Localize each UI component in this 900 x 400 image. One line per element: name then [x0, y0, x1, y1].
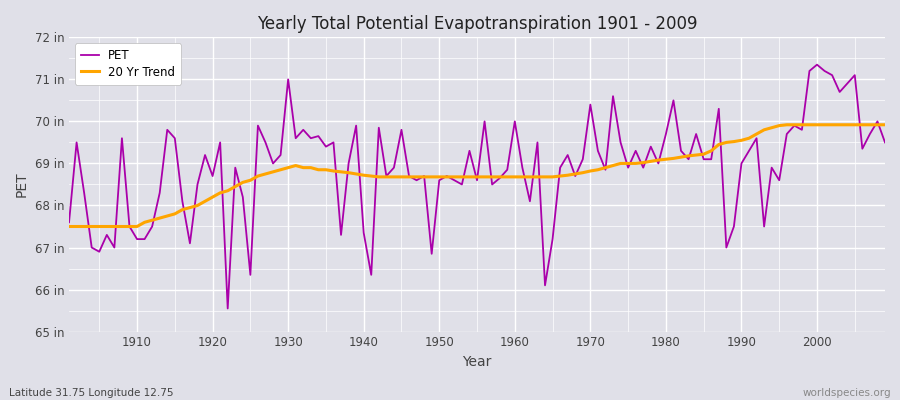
- PET: [343, 161, 354, 166]
- PET: [517, 165, 527, 170]
- 20 Yr Trend: [600, 165, 611, 170]
- 20 Yr Trend: [64, 224, 75, 229]
- Line: PET: PET: [69, 65, 885, 308]
- PET: [124, 224, 135, 229]
- Line: 20 Yr Trend: 20 Yr Trend: [69, 125, 885, 226]
- PET: [509, 119, 520, 124]
- PET: [879, 140, 890, 145]
- PET: [812, 62, 823, 67]
- Title: Yearly Total Potential Evapotranspiration 1901 - 2009: Yearly Total Potential Evapotranspiratio…: [256, 15, 698, 33]
- Y-axis label: PET: PET: [15, 172, 29, 197]
- PET: [64, 220, 75, 225]
- Legend: PET, 20 Yr Trend: PET, 20 Yr Trend: [75, 43, 181, 84]
- PET: [298, 128, 309, 132]
- 20 Yr Trend: [502, 174, 513, 179]
- 20 Yr Trend: [781, 122, 792, 127]
- 20 Yr Trend: [291, 163, 302, 168]
- 20 Yr Trend: [509, 174, 520, 179]
- PET: [222, 306, 233, 311]
- PET: [608, 94, 618, 98]
- X-axis label: Year: Year: [463, 355, 491, 369]
- Text: Latitude 31.75 Longitude 12.75: Latitude 31.75 Longitude 12.75: [9, 388, 174, 398]
- Text: worldspecies.org: worldspecies.org: [803, 388, 891, 398]
- 20 Yr Trend: [336, 170, 346, 174]
- 20 Yr Trend: [124, 224, 135, 229]
- 20 Yr Trend: [879, 122, 890, 127]
